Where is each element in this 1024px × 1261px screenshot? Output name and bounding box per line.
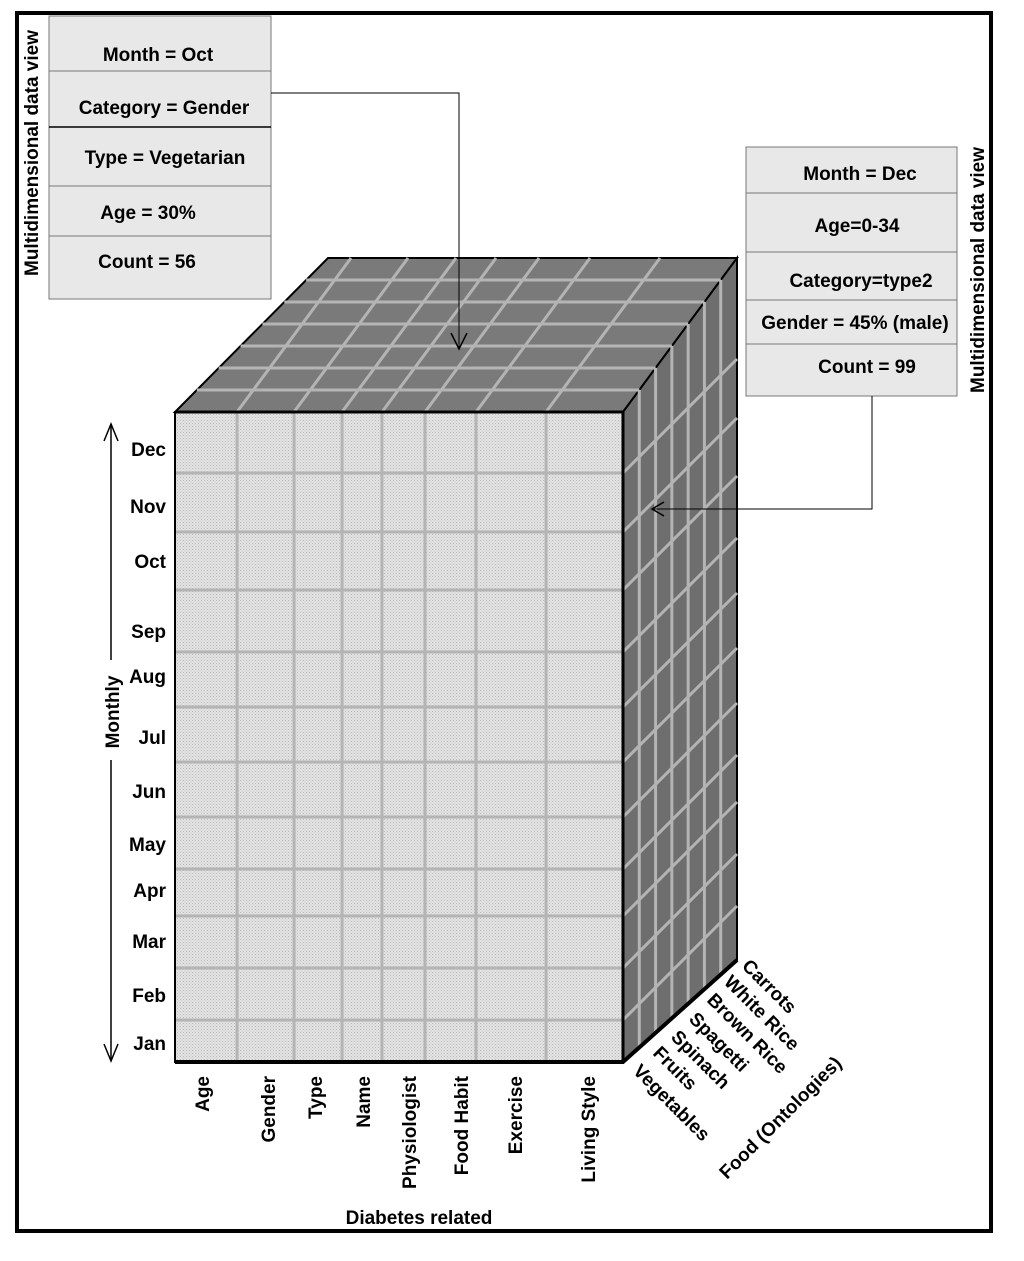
- grid-line: [621, 536, 739, 654]
- monthly-axis-label: Monthly: [103, 675, 124, 748]
- month-label: Apr: [133, 881, 166, 902]
- grid-line: [621, 591, 739, 709]
- right-panel-row: Gender = 45% (male): [761, 313, 948, 334]
- right-panel-side-title: Multidimensional data view: [968, 147, 989, 393]
- right-panel-row: Category=type2: [789, 271, 932, 292]
- right-info-panel: Month = Dec Age=0-34 Category=type2 Gend…: [745, 146, 989, 397]
- month-label: Jun: [132, 782, 166, 803]
- grid-line: [292, 257, 410, 413]
- grid-line: [621, 800, 739, 918]
- grid-line: [474, 257, 592, 413]
- diabetes-column-label: Physiologist: [400, 1075, 421, 1189]
- month-label: Mar: [132, 932, 166, 953]
- grid-line: [621, 753, 739, 871]
- diabetes-column-label: Type: [306, 1076, 327, 1119]
- left-panel-row: Month = Oct: [103, 45, 214, 66]
- month-label: Jan: [133, 1034, 166, 1055]
- grid-line: [544, 257, 662, 413]
- outer-frame: [15, 11, 993, 1233]
- grid-line: [621, 904, 739, 1022]
- diabetes-column-label: Living Style: [579, 1076, 600, 1183]
- grid-line: [340, 257, 458, 413]
- grid-line: [235, 257, 353, 413]
- right-panel-row: Count = 99: [818, 357, 916, 378]
- left-panel-row: Type = Vegetarian: [85, 148, 246, 169]
- month-label: Jul: [139, 728, 166, 749]
- right-panel-row: Age=0-34: [814, 216, 899, 237]
- grid-line: [423, 257, 541, 413]
- connector-arrows: [271, 92, 873, 517]
- grid-line: [380, 257, 498, 413]
- cube-front-face: [174, 411, 624, 1063]
- left-panel-row: Category = Gender: [79, 98, 250, 119]
- diabetes-column-label: Food Habit: [452, 1075, 473, 1175]
- data-cube: [172, 254, 739, 1065]
- grid-line: [621, 852, 739, 970]
- left-info-panel: Month = Oct Category = Gender Type = Veg…: [22, 15, 272, 300]
- diabetes-axis-label: Diabetes related: [346, 1208, 493, 1229]
- grid-line: [621, 701, 739, 819]
- grid-line: [621, 416, 739, 534]
- month-label: Feb: [132, 986, 166, 1007]
- cube-bottom-edge: [175, 958, 739, 1064]
- diabetes-column-label: Name: [354, 1076, 375, 1128]
- monthly-axis: [103, 422, 119, 1063]
- left-panel-connector: [271, 92, 460, 348]
- left-panel-side-title: Multidimensional data view: [22, 30, 43, 276]
- diabetes-column-label: Age: [193, 1076, 214, 1112]
- month-label: Aug: [129, 667, 166, 688]
- grid-line: [621, 357, 739, 475]
- month-label: Sep: [131, 622, 166, 643]
- right-panel-connector: [654, 396, 873, 510]
- arrow-head-icon: [650, 501, 665, 517]
- grid-line: [621, 646, 739, 764]
- cube-grid-lines: [176, 257, 739, 1061]
- arrow-up-icon: [103, 422, 119, 442]
- left-panel-row: Count = 56: [98, 252, 196, 273]
- grid-line: [621, 474, 739, 592]
- arrow-down-icon: [103, 1043, 119, 1063]
- month-label: Oct: [134, 552, 166, 573]
- arrow-head-icon: [450, 332, 468, 351]
- month-label: May: [129, 835, 166, 856]
- cube-front-edge: [175, 410, 625, 1062]
- month-label: Dec: [131, 440, 166, 461]
- diabetes-column-labels: Age Gender Type Name Physiologist Food Habit E…: [193, 1075, 600, 1189]
- month-label: Nov: [130, 497, 166, 518]
- diabetes-column-label: Gender: [259, 1075, 280, 1142]
- month-labels: Dec Nov Oct Sep Aug Jul Jun May Apr Mar Feb Jan: [129, 440, 167, 1055]
- diabetes-column-label: Exercise: [506, 1076, 527, 1154]
- left-panel-row: Age = 30%: [100, 203, 196, 224]
- right-panel-row: Month = Dec: [803, 164, 917, 185]
